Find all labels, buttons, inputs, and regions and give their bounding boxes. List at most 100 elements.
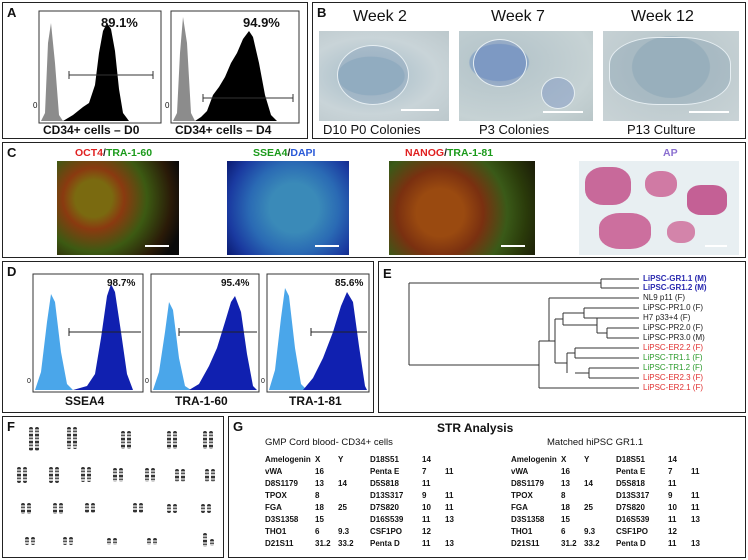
panel-d-caption-tra181: TRA-1-81: [289, 394, 342, 408]
nanog-tra181-image: [389, 161, 535, 255]
tree-leaf: LiPSC-GR1.1 (M): [643, 274, 707, 283]
str-cell: [445, 527, 465, 539]
str-row: THO1 6 9.3 CSF1PO 12: [265, 527, 465, 539]
chromosome: [85, 503, 89, 513]
str-cell: 9: [422, 491, 427, 500]
str-cell: TPOX: [511, 491, 533, 500]
ap-scale-bar: [705, 245, 727, 247]
chromosome: [35, 427, 39, 451]
str-cell: 11: [445, 467, 454, 476]
histogram-tra181-isotype: [269, 288, 307, 390]
str-cell: 11: [691, 491, 700, 500]
week-2-scale-bar: [401, 109, 439, 111]
str-cell: CSF1PO: [370, 527, 403, 536]
str-cell: D7S820: [616, 503, 645, 512]
chromosome: [31, 537, 35, 545]
stain-part: TRA-1-60: [105, 147, 153, 159]
tree-leaf: LiPSC-ER2.3 (F): [643, 373, 704, 382]
str-row: D3S1358 15 D16S539 11 13: [511, 515, 711, 527]
str-cell: D13S317: [370, 491, 404, 500]
ssea4-dapi-title: SSEA4/DAPI: [253, 147, 315, 159]
chromosome: [59, 503, 63, 514]
str-cell: [691, 527, 711, 539]
ap-colony: [687, 185, 727, 215]
chromosome: [127, 431, 131, 449]
chromosome: [69, 537, 73, 545]
stain-part: TRA-1-81: [447, 147, 494, 159]
chromosome: [203, 431, 207, 449]
panel-b: B Week 2 Week 7 Week 12 D10 P0 Colonies …: [312, 2, 746, 139]
chromosome: [49, 467, 53, 483]
str-cell: Penta E: [616, 467, 646, 476]
str-cell: 13: [315, 479, 324, 488]
panel-d-percent-ssea4: 98.7%: [107, 278, 136, 289]
str-cell: 8: [561, 491, 566, 500]
panel-e-label: E: [383, 266, 392, 281]
week-2-micrograph: [319, 31, 449, 121]
str-cell: 11: [691, 503, 700, 512]
nanog-scale-bar: [501, 245, 525, 247]
panel-d-percent-tra181: 85.6%: [335, 278, 364, 289]
str-row: Amelogenin X Y D18S51 14: [265, 455, 465, 467]
dendrogram: [408, 278, 639, 389]
str-cell: D13S317: [616, 491, 650, 500]
chromosome: [23, 467, 27, 483]
str-row: vWA 16 Penta E 7 11: [265, 467, 465, 479]
panel-d-percent-tra160: 95.4%: [221, 278, 250, 289]
tree-leaf: H7 p33+4 (F): [643, 313, 691, 322]
str-cell: vWA: [511, 467, 529, 476]
histogram-d0-stained: [63, 23, 129, 121]
chromosome: [107, 538, 111, 545]
tree-leaf: LiPSC-ER2.1 (F): [643, 383, 704, 392]
panel-a-label: A: [7, 5, 17, 20]
panel-e: E LiPSC-GR1.1 (M) LiPSC-GR1.2 (M) NL9 p1…: [378, 261, 746, 413]
str-cell: 14: [668, 455, 677, 464]
str-cell: 12: [422, 527, 431, 536]
str-cell: 13: [691, 515, 700, 524]
week-12-caption: P13 Culture: [627, 122, 696, 137]
panel-d-label: D: [7, 264, 17, 279]
str-cell: 6: [561, 527, 566, 536]
week-7-caption: P3 Colonies: [479, 122, 550, 137]
tree-leaf: LiPSC-PR2.0 (F): [643, 323, 704, 332]
str-cell: 11: [668, 539, 677, 548]
str-cell: THO1: [265, 527, 287, 536]
histogram-d4-isotype: [173, 17, 195, 121]
str-cell: D5S818: [370, 479, 399, 488]
panel-b-label: B: [317, 5, 327, 20]
week-7-colony: [473, 39, 527, 87]
stain-part: /: [287, 147, 291, 159]
str-cell: [338, 491, 370, 503]
str-cell: FGA: [265, 503, 282, 512]
str-row: FGA 18 25 D7S820 10 11: [511, 503, 711, 515]
str-cell: 13: [691, 539, 700, 548]
str-cell: D8S1179: [511, 479, 544, 488]
chromosome: [145, 468, 149, 482]
tree-leaf: LiPSC-TR1.2 (F): [643, 363, 703, 372]
str-cell: [691, 479, 711, 491]
str-cell: X: [561, 455, 567, 464]
str-cell: [338, 467, 370, 479]
str-cell: D21S11: [511, 539, 540, 548]
oct4-tra160-image: [57, 161, 179, 255]
str-cell: [338, 515, 370, 527]
chromosome: [113, 538, 117, 545]
histogram-d0: [38, 10, 162, 124]
tree-leaf: NL9 p11 (F): [643, 293, 686, 302]
str-cell: 8: [315, 491, 320, 500]
str-cell: 16: [561, 467, 570, 476]
histogram-d4: [170, 10, 300, 124]
str-cell: 11: [691, 467, 700, 476]
str-cell: 14: [422, 455, 431, 464]
str-cell: [584, 467, 616, 479]
chromosome: [147, 538, 151, 545]
str-row: vWA 16 Penta E 7 11: [511, 467, 711, 479]
histogram-tra181-stained: [303, 292, 367, 390]
chromosome: [211, 469, 215, 482]
tree-leaf: LiPSC-PR1.0 (F): [643, 303, 704, 312]
ap-colony: [585, 167, 631, 205]
str-row: D8S1179 13 14 D5S818 11: [511, 479, 711, 491]
str-cell: 13: [445, 515, 454, 524]
week-12-heading: Week 12: [631, 8, 694, 25]
str-cell: 7: [422, 467, 427, 476]
